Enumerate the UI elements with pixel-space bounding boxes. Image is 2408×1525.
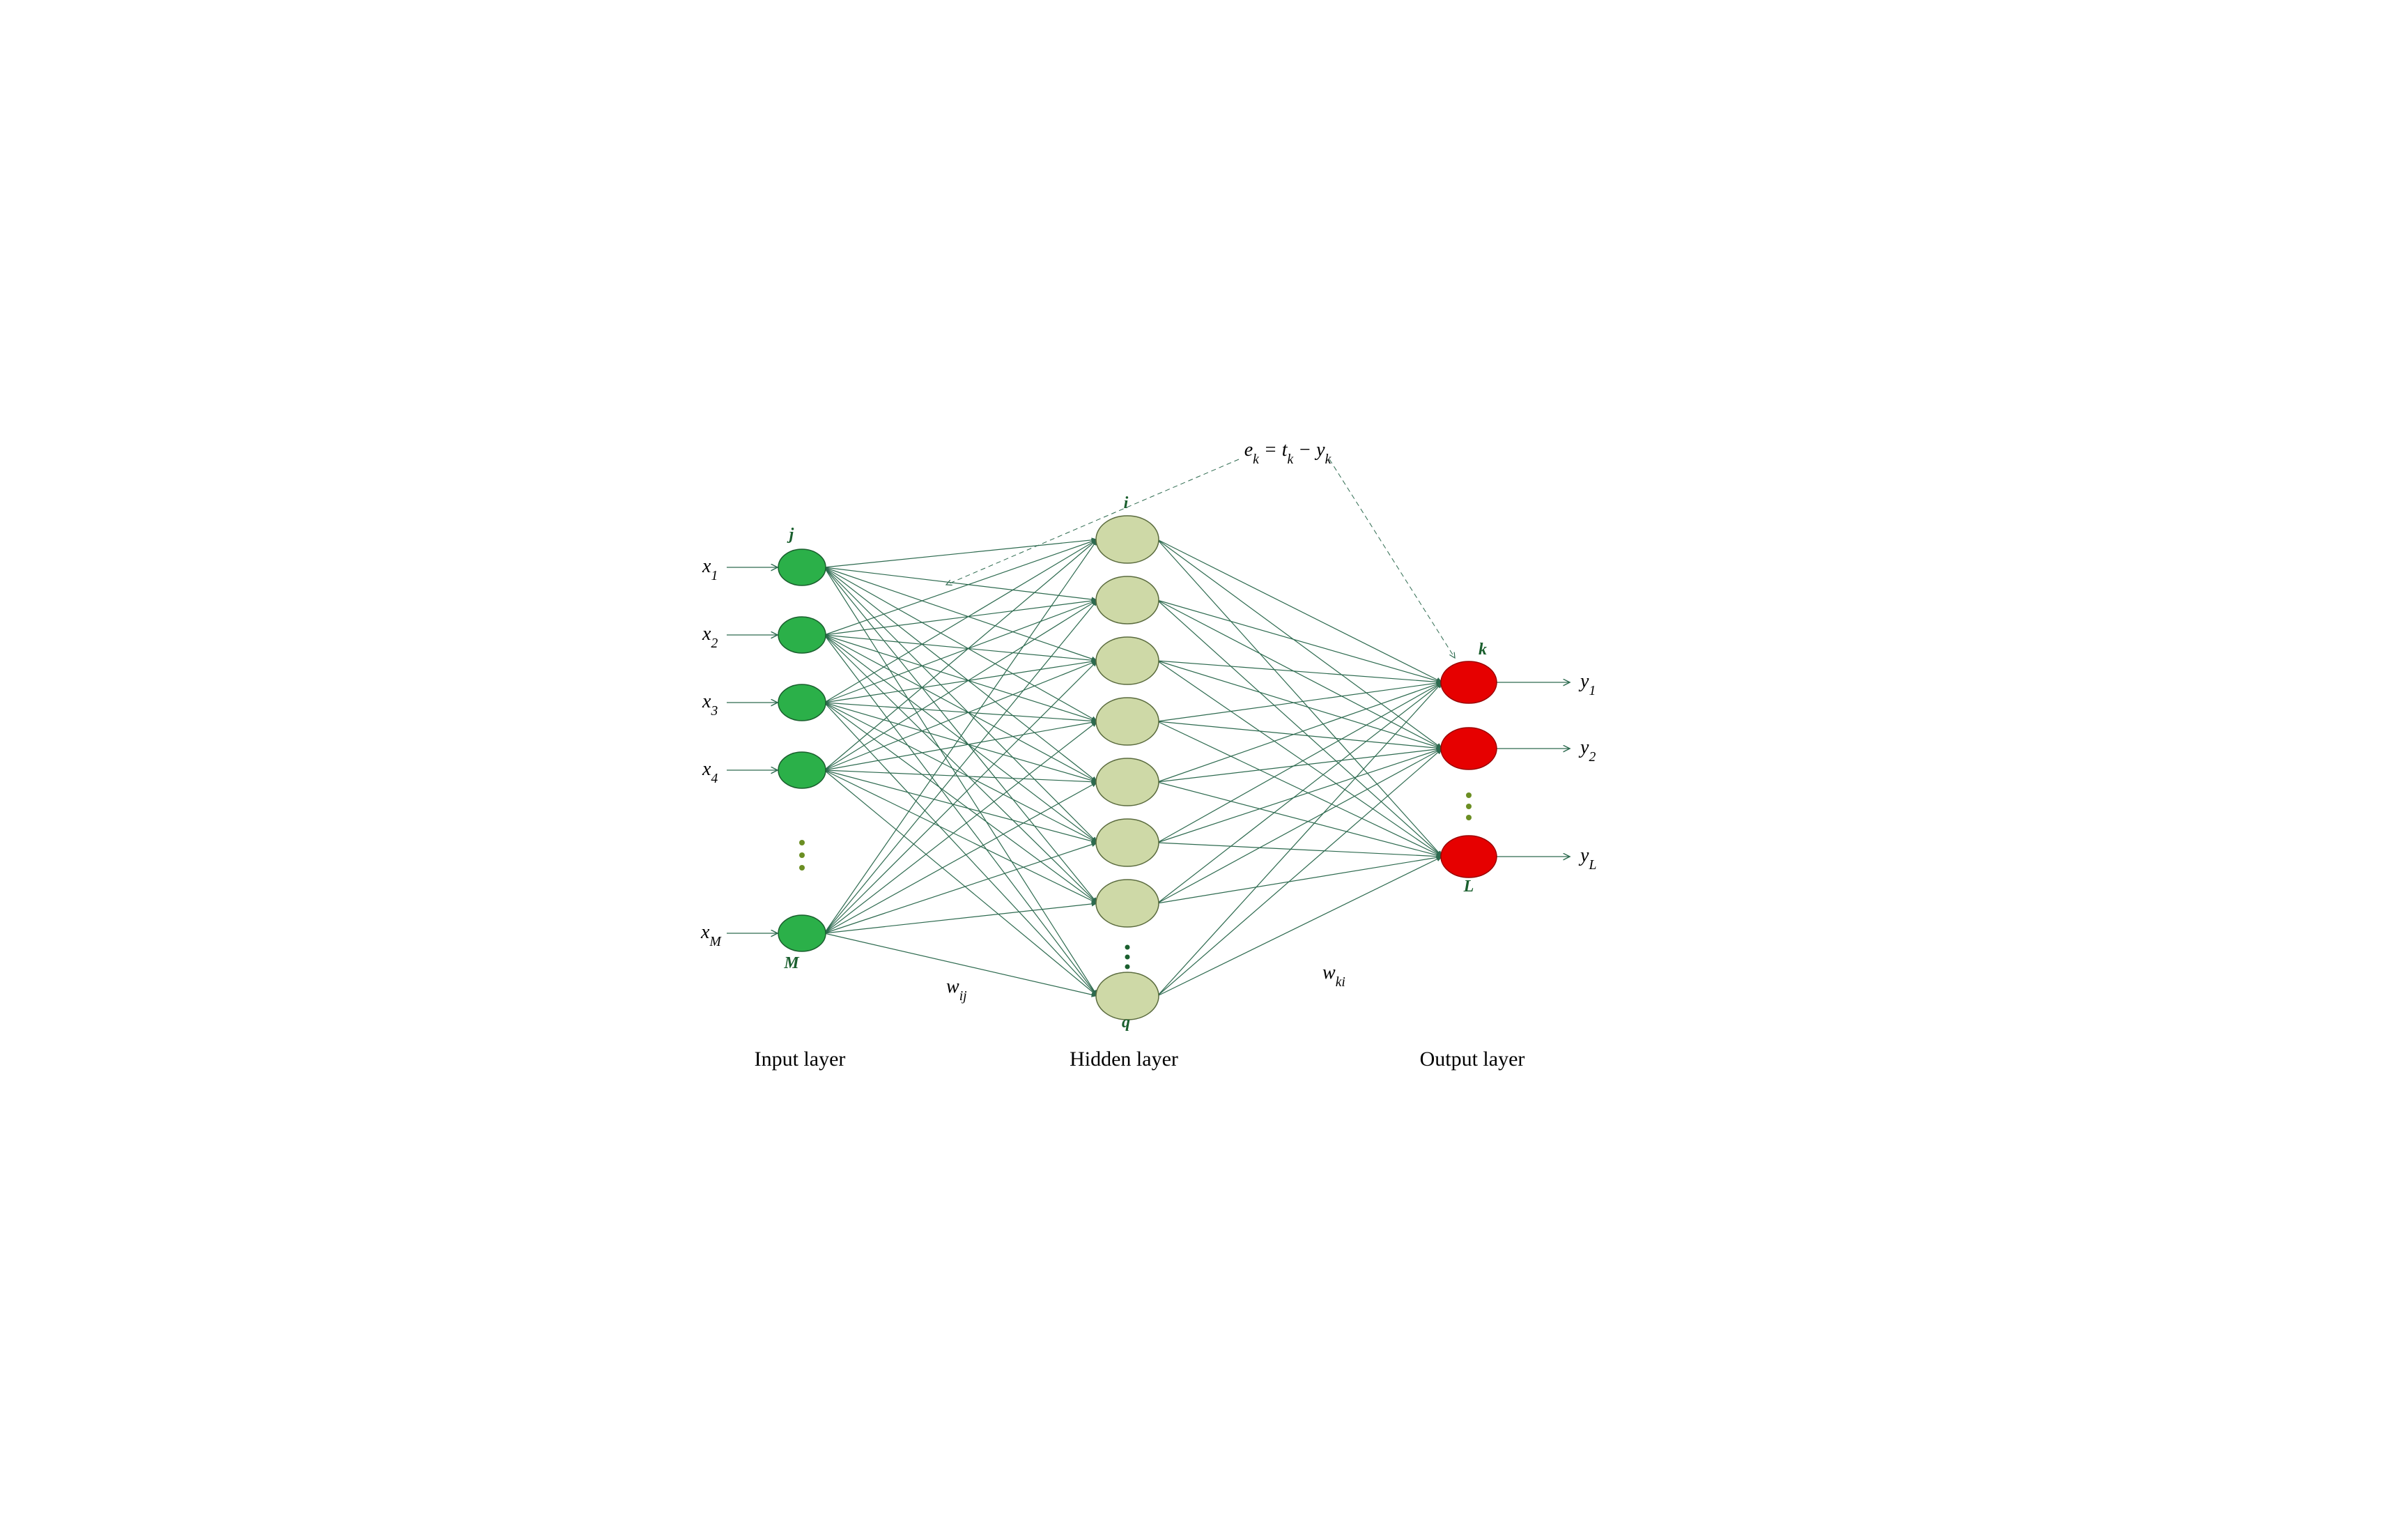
hidden-top-index-label: i [1124,494,1129,512]
hidden-bottom-index-label: q [1122,1013,1130,1032]
output-bottom-index-label: L [1463,878,1474,896]
hidden-node [1096,880,1159,927]
input-node [778,684,826,721]
input-layer-label: Input layer [755,1048,846,1071]
output-node [1441,836,1497,878]
hidden-node [1096,698,1159,745]
ellipsis-dot [1125,965,1130,970]
output-node [1441,661,1497,703]
diagram-background [681,431,1727,1094]
ellipsis-dot [799,840,805,845]
hidden-layer-label: Hidden layer [1070,1048,1178,1071]
hidden-node [1096,576,1159,624]
ellipsis-dot [1125,955,1130,960]
output-top-index-label: k [1479,641,1487,659]
hidden-node [1096,516,1159,563]
output-layer-label: Output layer [1420,1048,1525,1071]
input-node [778,915,826,951]
ellipsis-dot [799,852,805,858]
neural-network-diagram: ek = tk − ykx1x2x3x4xMy1y2yLjMiqkLInput … [681,0,1727,1525]
ellipsis-dot [1466,804,1472,809]
output-node [1441,728,1497,769]
hidden-node [1096,637,1159,684]
ellipsis-dot [1125,945,1130,950]
ellipsis-dot [1466,815,1472,820]
hidden-node [1096,758,1159,806]
input-node [778,617,826,653]
hidden-node [1096,819,1159,866]
input-node [778,549,826,585]
ellipsis-dot [1466,792,1472,798]
input-node [778,752,826,788]
hidden-node [1096,972,1159,1020]
input-bottom-index-label: M [783,954,800,972]
ellipsis-dot [799,865,805,871]
